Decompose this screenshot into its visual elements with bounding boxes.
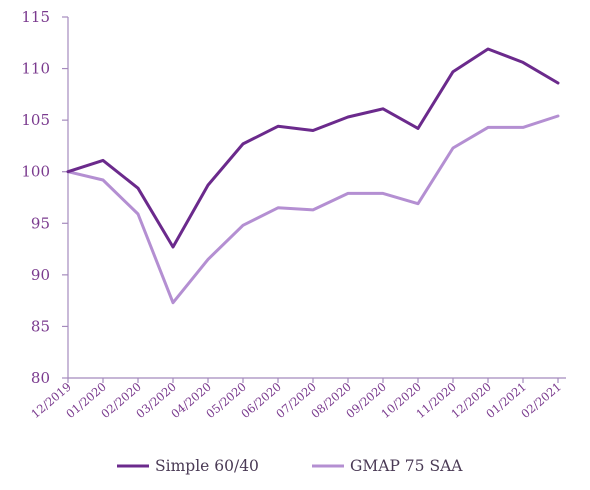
y-tick-label: 115 <box>21 8 50 26</box>
x-tick-label: 02/2021 <box>518 380 564 421</box>
y-tick-label: 95 <box>31 214 50 232</box>
legend: Simple 60/40 GMAP 75 SAA <box>117 457 463 475</box>
y-tick-label: 80 <box>31 369 50 387</box>
axes <box>67 17 566 379</box>
series-lines <box>66 47 560 305</box>
y-tick-label: 100 <box>21 163 50 181</box>
x-axis-ticks: 12/201901/202002/202003/202004/202005/20… <box>28 378 564 421</box>
y-tick-label: 110 <box>21 60 50 78</box>
y-tick-label: 105 <box>21 111 50 129</box>
y-tick-label: 90 <box>31 266 50 284</box>
legend-label-0: Simple 60/40 <box>155 457 259 475</box>
series-line-0 <box>66 47 560 249</box>
y-axis-ticks: 80 85 90 95 100 105 110 115 <box>21 8 68 387</box>
series-line-1 <box>66 114 560 305</box>
legend-label-1: GMAP 75 SAA <box>350 457 463 475</box>
y-tick-label: 85 <box>31 317 50 335</box>
